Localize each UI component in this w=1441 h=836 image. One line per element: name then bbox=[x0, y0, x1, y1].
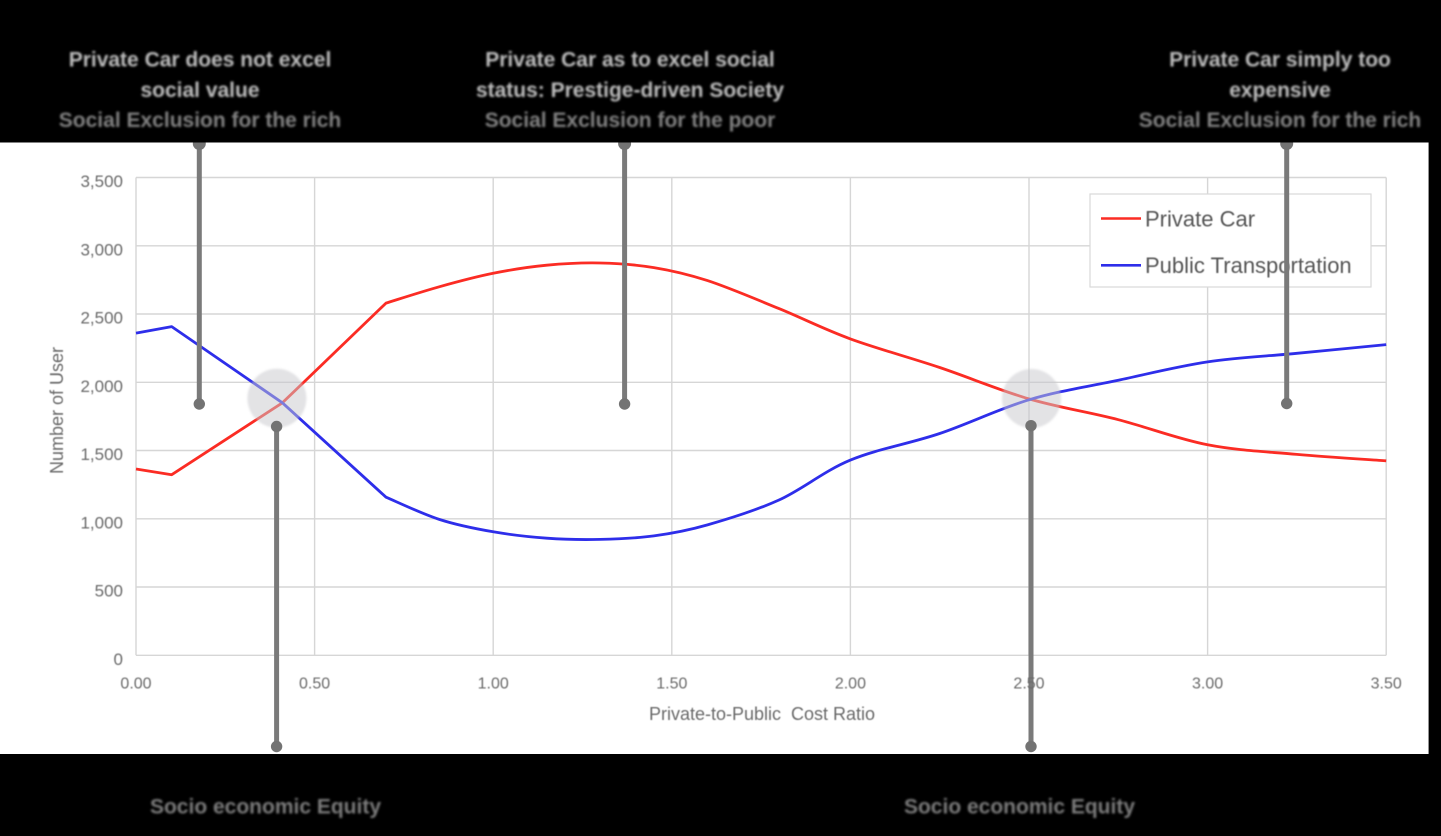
svg-text:Private Car does not excel: Private Car does not excel bbox=[69, 49, 332, 72]
svg-text:status: Prestige-driven Societ: status: Prestige-driven Society bbox=[476, 79, 784, 102]
svg-text:Social Exclusion for the poor: Social Exclusion for the poor bbox=[485, 109, 776, 132]
svg-text:Public Transportation: Public Transportation bbox=[1145, 253, 1352, 278]
svg-text:Socio economic Equity: Socio economic Equity bbox=[904, 796, 1135, 819]
svg-text:2,000: 2,000 bbox=[80, 377, 123, 396]
svg-text:3,000: 3,000 bbox=[80, 241, 123, 260]
svg-text:Number of User: Number of User bbox=[47, 347, 67, 474]
svg-text:1.50: 1.50 bbox=[656, 675, 687, 692]
svg-text:Private Car: Private Car bbox=[1145, 206, 1255, 231]
svg-text:0: 0 bbox=[114, 650, 123, 669]
svg-text:1.00: 1.00 bbox=[478, 675, 509, 692]
svg-text:Socio economic Equity: Socio economic Equity bbox=[150, 796, 381, 819]
svg-text:1,000: 1,000 bbox=[80, 514, 123, 533]
svg-text:3.50: 3.50 bbox=[1371, 675, 1402, 692]
svg-text:2.50: 2.50 bbox=[1013, 675, 1044, 692]
svg-text:expensive: expensive bbox=[1229, 79, 1331, 102]
svg-text:3.00: 3.00 bbox=[1192, 675, 1223, 692]
svg-text:Private-to-Public Cost Ratio: Private-to-Public Cost Ratio bbox=[649, 704, 875, 724]
svg-text:1,500: 1,500 bbox=[80, 445, 123, 464]
svg-text:social value: social value bbox=[140, 79, 259, 102]
svg-text:Private Car as to excel social: Private Car as to excel social bbox=[485, 49, 775, 72]
svg-text:Social Exclusion for the rich: Social Exclusion for the rich bbox=[1139, 109, 1421, 132]
svg-text:0.00: 0.00 bbox=[120, 675, 151, 692]
svg-text:500: 500 bbox=[95, 582, 123, 601]
svg-text:2.00: 2.00 bbox=[835, 675, 866, 692]
svg-text:2,500: 2,500 bbox=[80, 309, 123, 328]
svg-text:Private Car simply too: Private Car simply too bbox=[1169, 49, 1391, 72]
svg-text:0.50: 0.50 bbox=[299, 675, 330, 692]
svg-text:Social Exclusion for the rich: Social Exclusion for the rich bbox=[59, 109, 341, 132]
svg-text:3,500: 3,500 bbox=[80, 172, 123, 191]
